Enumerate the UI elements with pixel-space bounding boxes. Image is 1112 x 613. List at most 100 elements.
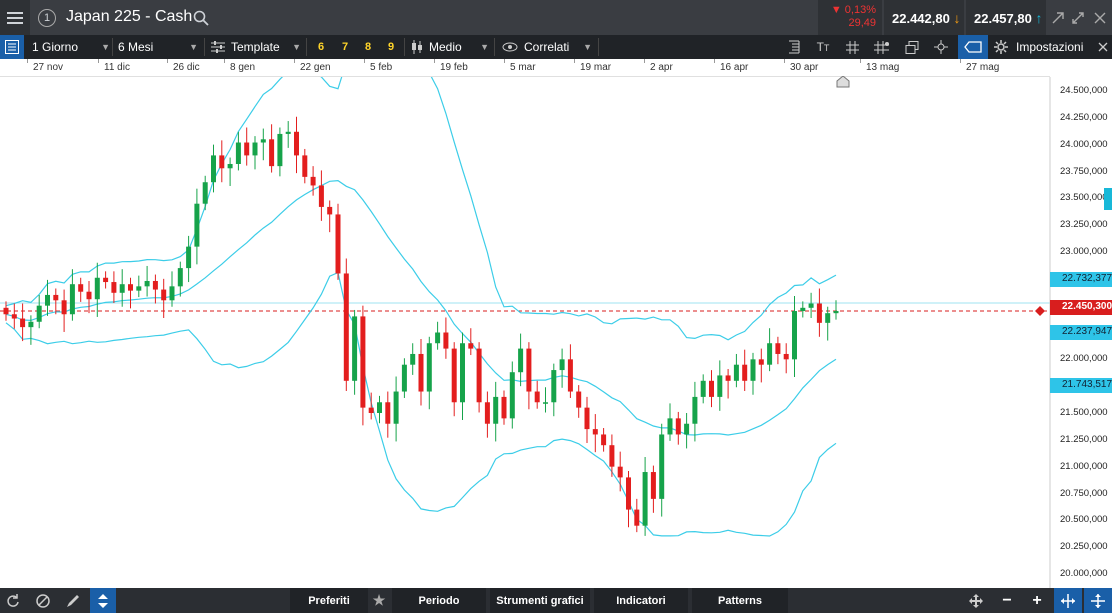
date-tick (224, 59, 225, 63)
bottom-bar: Preferiti ★ Periodo Strumenti grafici In… (0, 588, 1112, 613)
horizontal-fit-button[interactable] (1054, 588, 1082, 613)
search-button[interactable] (190, 0, 212, 35)
divider (112, 38, 113, 56)
plus-icon: + (1032, 591, 1042, 609)
home-marker[interactable] (836, 75, 850, 88)
y-tick-label: 23.750,000 (1060, 165, 1108, 177)
template-label: Template (231, 40, 280, 54)
y-tick-label: 20.000,000 (1060, 568, 1108, 579)
divider (494, 38, 495, 56)
y-tick-label: 20.500,000 (1060, 514, 1108, 526)
date-label: 16 apr (720, 62, 749, 73)
date-label: 19 feb (440, 62, 468, 73)
date-label: 11 dic (104, 62, 130, 73)
settings-button[interactable]: Impostazioni (994, 35, 1094, 59)
related-label: Correlati (524, 40, 570, 54)
divider (598, 38, 599, 56)
chart-area[interactable]: 24.500,000 24.250,000 24.000,000 23.750,000… (0, 36, 1112, 588)
minus-icon: − (1002, 591, 1012, 609)
zoom-in-button[interactable]: + (1026, 588, 1048, 613)
current-price-tag: 22.450,300 (1050, 300, 1112, 315)
tab-period[interactable]: Periodo (392, 588, 486, 613)
pan-button[interactable] (964, 588, 988, 613)
grid-button[interactable] (842, 35, 862, 59)
star-button[interactable]: ★ (368, 588, 390, 613)
order-book-button[interactable] (784, 35, 804, 59)
lower-band-line (5, 271, 837, 537)
y-tick-label: 21.250,000 (1060, 433, 1108, 445)
sliders-icon (211, 41, 225, 53)
mid-band-line (5, 179, 837, 436)
close-button[interactable] (1090, 0, 1110, 35)
close-icon (1098, 42, 1108, 52)
date-tick (960, 59, 961, 63)
date-tick (167, 59, 168, 63)
date-tick (860, 59, 861, 63)
grid-icon (845, 40, 859, 54)
y-tick-label: 21.000,000 (1060, 460, 1108, 472)
info-badge-icon: 1 (38, 8, 56, 27)
tab-patterns[interactable]: Patterns (692, 588, 788, 613)
star-icon: ★ (372, 592, 386, 608)
hamburger-icon (7, 11, 23, 24)
tab-drawing-tools[interactable]: Strumenti grafici (490, 588, 590, 613)
menu-button[interactable] (0, 0, 30, 35)
crosshair-icon (934, 40, 948, 54)
tab-favorites[interactable]: Preferiti (290, 588, 368, 613)
date-label: 8 gen (230, 62, 256, 73)
preset-6-button[interactable]: 6 (318, 41, 325, 53)
crosshair-button[interactable] (930, 35, 952, 59)
date-tick (644, 59, 645, 63)
related-dropdown[interactable]: Correlati ▼ (502, 35, 592, 59)
zoom-out-button[interactable]: − (996, 588, 1018, 613)
draw-button[interactable] (60, 588, 86, 613)
settings-close-button[interactable] (1096, 35, 1110, 59)
preset-8-button[interactable]: 8 (365, 41, 372, 53)
move-button[interactable] (90, 588, 116, 613)
clear-button[interactable] (30, 588, 56, 613)
refresh-button[interactable] (0, 588, 26, 613)
change-percent: 0,13% (844, 4, 876, 16)
price-chart[interactable] (0, 36, 1112, 588)
vertical-fit-button[interactable] (1084, 588, 1112, 613)
tab-period-label: Periodo (418, 594, 460, 607)
tab-indicators[interactable]: Indicatori (594, 588, 688, 613)
y-tick-label: 23.000,000 (1060, 246, 1108, 257)
info-button[interactable]: 1 (36, 0, 58, 35)
y-tick-label: 24.500,000 (1060, 85, 1108, 96)
date-label: 13 mag (866, 62, 900, 73)
preset-9-button[interactable]: 9 (388, 41, 395, 53)
chart-type-dropdown[interactable]: Medio ▼ (411, 35, 489, 59)
price-label-button[interactable] (958, 35, 988, 59)
down-arrow-icon: ▼ (830, 4, 845, 16)
text-tool-button[interactable]: TT (812, 35, 834, 59)
upper-band-tag: 22.732,377 (1050, 272, 1112, 287)
crosshair-grid-button[interactable] (870, 35, 892, 59)
y-tick-label: 20.250,000 (1060, 541, 1108, 553)
detach-button[interactable] (1048, 0, 1068, 35)
instrument-title[interactable]: Japan 225 - Cash (66, 8, 193, 25)
current-price-value: 22.450,300 (1062, 301, 1112, 312)
layers-button[interactable] (902, 35, 922, 59)
expand-vertical-icon (1091, 593, 1105, 608)
lower-band-value: 21.743,517 (1062, 379, 1112, 390)
preset-7-button[interactable]: 7 (342, 41, 349, 53)
y-tick-label: 22.000,000 (1060, 353, 1108, 365)
fullscreen-button[interactable] (1068, 0, 1088, 35)
template-dropdown[interactable]: Template ▼ (211, 35, 301, 59)
layers-icon (905, 40, 919, 54)
mode-label: Medio (429, 40, 462, 54)
date-label: 27 nov (33, 62, 64, 73)
watchlist-button[interactable] (0, 35, 24, 59)
ask-arrow-icon: ↑ (1035, 10, 1043, 26)
expand-icon (1072, 11, 1084, 24)
y-tick-label: 20.750,000 (1060, 487, 1108, 499)
timeframe-dropdown[interactable]: 1 Giorno ▼ (32, 35, 110, 59)
lower-band-tag: 21.743,517 (1050, 378, 1112, 393)
ask-price-button[interactable]: 22.457,80 ↑ (966, 0, 1046, 35)
scroll-handle[interactable] (1104, 188, 1112, 210)
range-dropdown[interactable]: 6 Mesi ▼ (118, 35, 198, 59)
gear-icon (994, 40, 1008, 54)
date-tick (294, 59, 295, 63)
bid-price-button[interactable]: 22.442,80 ↓ (884, 0, 964, 35)
